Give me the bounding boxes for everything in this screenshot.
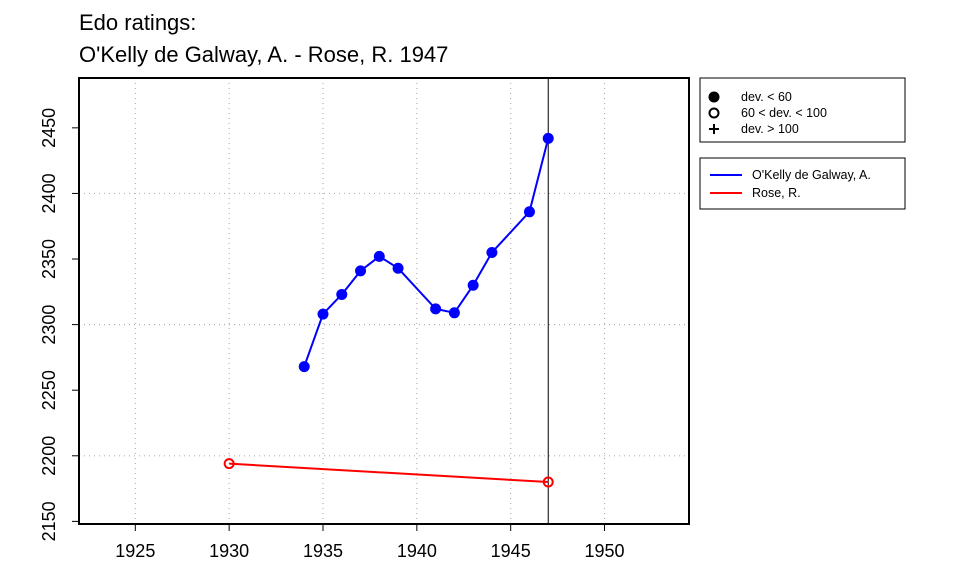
y-tick-label: 2250 [39,370,59,410]
x-tick-label: 1935 [303,541,343,561]
y-tick-label: 2400 [39,173,59,213]
chart-title-line-1: Edo ratings: [79,10,196,35]
data-series [223,132,554,488]
series-legend-label: Rose, R. [752,186,801,200]
series-legend: O'Kelly de Galway, A. Rose, R. [699,157,906,210]
marker-legend-label: 60 < dev. < 100 [741,106,827,120]
series-0-point [467,279,479,291]
y-tick-label: 2300 [39,305,59,345]
series-legend-box [699,157,906,210]
y-tick-label: 2150 [39,501,59,541]
plot-frame [78,77,690,525]
x-tick-label: 1945 [491,541,531,561]
marker-legend-symbol [708,91,720,103]
x-tick-label: 1930 [209,541,249,561]
x-tick-label: 1940 [397,541,437,561]
series-0-point [317,308,329,320]
y-tick-label: 2450 [39,108,59,148]
marker-legend-symbol [708,107,720,119]
y-tick-label: 2350 [39,239,59,279]
grid-lines [79,78,689,524]
chart-title: Edo ratings: O'Kelly de Galway, A. - Ros… [79,10,448,67]
marker-legend-label: dev. < 60 [741,90,792,104]
series-0-point [336,288,348,300]
series-0-point [448,307,460,319]
series-legend-label: O'Kelly de Galway, A. [752,168,871,182]
marker-legend-label: dev. > 100 [741,122,799,136]
y-tick-label: 2200 [39,436,59,476]
series-0-point [486,246,498,258]
axes: 1925 1930 1935 1940 1945 1950 2150 2200 2250 2300… [39,77,690,561]
series-1-point [223,458,235,470]
series-0-point [392,262,404,274]
marker-legend: dev. < 60 60 < dev. < 100 dev. > 100 [699,77,906,143]
marker-legend-box [699,77,906,143]
series-0-point [430,303,442,315]
x-tick-label: 1950 [585,541,625,561]
x-tick-label: 1925 [115,541,155,561]
series-line-1 [229,462,549,484]
series-0-point [523,206,535,218]
series-0-point [542,132,554,144]
series-line-0 [303,138,550,367]
series-1-point [542,476,554,488]
marker-legend-symbol [709,124,719,134]
series-0-point [298,361,310,373]
series-0-point [355,265,367,277]
chart-title-line-2: O'Kelly de Galway, A. - Rose, R. 1947 [79,42,448,67]
series-0-point [373,250,385,262]
